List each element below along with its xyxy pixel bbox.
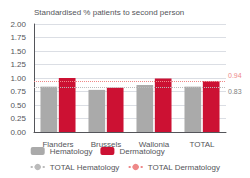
svg-text:0.25: 0.25	[10, 114, 26, 123]
svg-text:0.50: 0.50	[10, 101, 26, 110]
svg-text:1.00: 1.00	[10, 74, 26, 83]
svg-text:Brussels: Brussels	[90, 139, 122, 149]
svg-text:0.94: 0.94	[228, 72, 242, 79]
svg-text:0.00: 0.00	[10, 128, 26, 137]
svg-text:1.25: 1.25	[10, 60, 26, 69]
svg-text:Wallonia: Wallonia	[138, 139, 170, 149]
svg-text:TOTAL: TOTAL	[189, 140, 215, 149]
svg-text:Standardised % patients to sec: Standardised % patients to second person	[34, 8, 184, 17]
svg-text:TOTAL Hematology: TOTAL Hematology	[50, 163, 120, 172]
svg-text:Hematology: Hematology	[50, 147, 93, 156]
svg-text:Dermatology: Dermatology	[119, 147, 164, 156]
svg-text:1.50: 1.50	[10, 47, 26, 56]
svg-text:2.00: 2.00	[10, 20, 26, 29]
svg-text:Flanders: Flanders	[42, 139, 74, 149]
svg-text:0.83: 0.83	[228, 88, 242, 95]
svg-text:1.75: 1.75	[10, 33, 26, 42]
svg-text:0.75: 0.75	[10, 87, 26, 96]
svg-text:TOTAL Dermatology: TOTAL Dermatology	[148, 163, 220, 172]
